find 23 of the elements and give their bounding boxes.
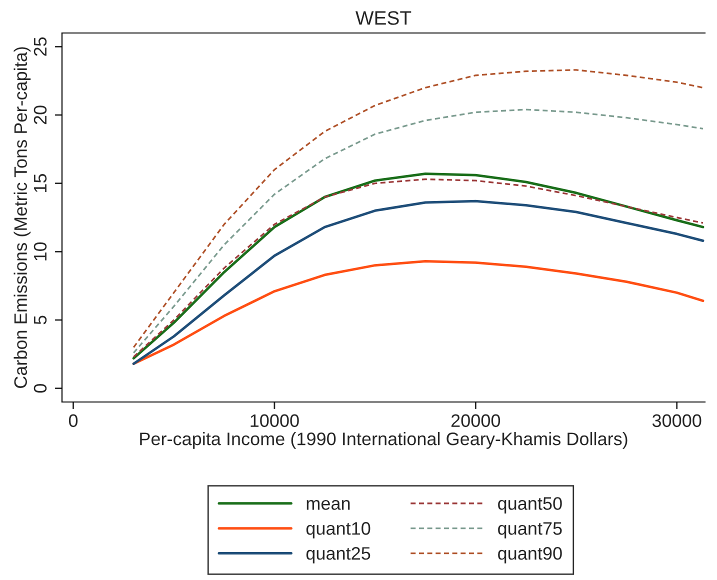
legend-label: quant25: [306, 547, 370, 564]
line-series: [132, 108, 704, 354]
x-tick-label: 0: [68, 414, 78, 428]
legend-label: quant10: [306, 522, 370, 538]
x-axis-title: Per-capita Income (1990 International Geary-Khamis Dollars): [140, 432, 628, 449]
legend-label: quant90: [498, 547, 562, 564]
y-tick-label: 25: [34, 37, 47, 56]
y-tick-label: 20: [34, 106, 47, 124]
y-axis-title: Carbon Emissions (Metric Tons Per-capita): [14, 47, 31, 388]
legend-label: mean: [306, 500, 350, 510]
y-tick-label: 10: [34, 242, 47, 260]
legend-label: quant50: [498, 497, 562, 514]
x-tick-label: 10000: [250, 414, 299, 428]
legend-label: quant75: [498, 522, 562, 538]
x-tick-label: 20000: [451, 414, 500, 428]
y-tick-label: 0: [34, 384, 47, 393]
y-tick-label: 5: [34, 316, 47, 324]
line-series: [132, 200, 704, 365]
chart-title: WEST: [356, 11, 412, 25]
y-tick-label: 15: [34, 174, 47, 192]
line-series: [132, 69, 704, 348]
x-tick-label: 30000: [652, 414, 702, 428]
line-series: [132, 260, 704, 365]
